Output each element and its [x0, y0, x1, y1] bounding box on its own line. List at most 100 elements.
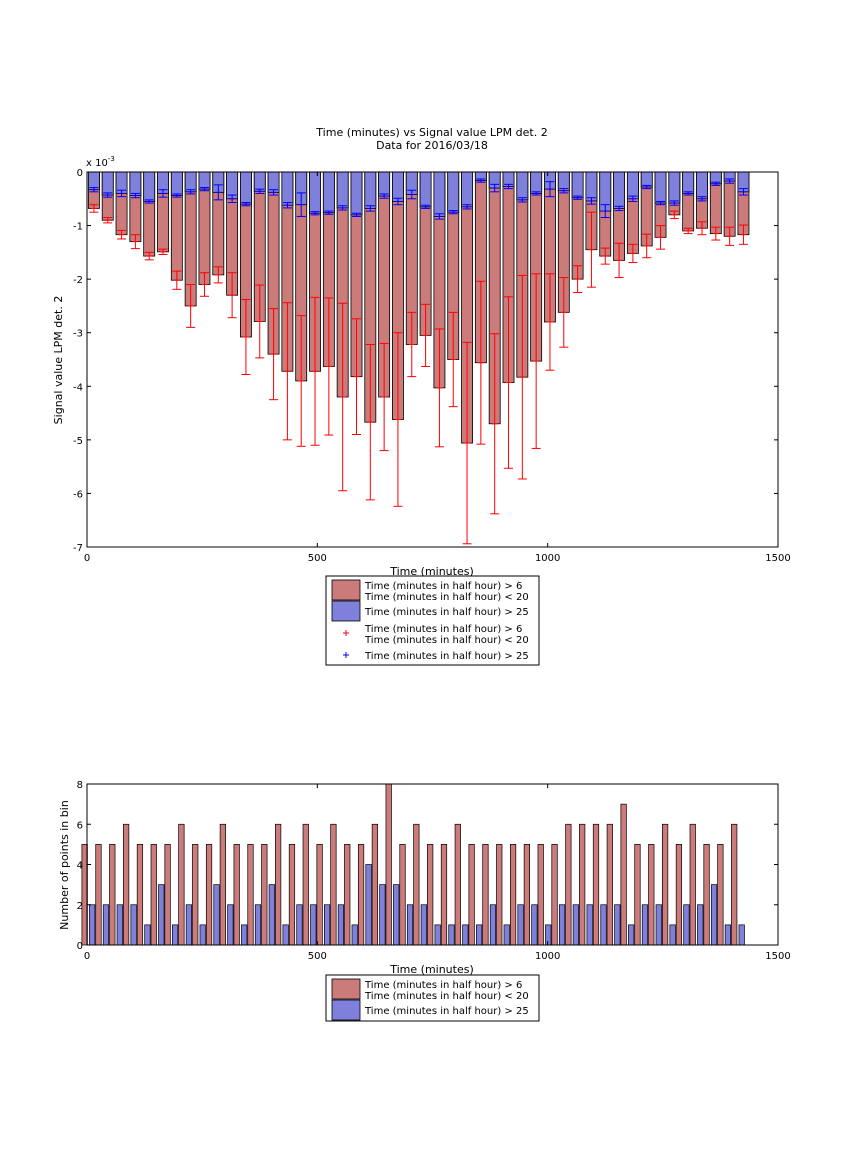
- count-blue-bar-21: [379, 884, 386, 946]
- count-red-bar-3: [123, 823, 130, 946]
- red-errorbar-41: [656, 225, 666, 250]
- blue-errorbar-25: [434, 213, 444, 220]
- count-red-bar-19: [344, 844, 351, 946]
- count-blue-bar-19: [351, 924, 358, 946]
- legend-label-0-line1: Time (minutes in half hour) > 6: [364, 581, 522, 592]
- y-tick-label--6: -6: [73, 489, 83, 500]
- count-blue-bar-10: [227, 904, 234, 946]
- blue-errorbar-24: [421, 204, 431, 209]
- count-red-bar-47: [731, 823, 738, 946]
- signal-bars: [87, 171, 750, 444]
- count-blue-bar-37: [600, 904, 607, 946]
- chart-title: Time (minutes) vs Signal value LPM det. …: [315, 126, 547, 139]
- count-blue-bar-39: [628, 924, 635, 946]
- signal-legend: Time (minutes in half hour) > 6 Time (min…: [325, 575, 540, 666]
- count-red-bar-36: [579, 823, 586, 946]
- y-tick-label--5: -5: [73, 436, 83, 447]
- count-red-bar-32: [523, 844, 531, 946]
- red-errorbar-4: [144, 251, 154, 261]
- signal-x-axis-label: Time (minutes): [389, 565, 474, 578]
- count-y-tick-label-6: 6: [77, 820, 83, 831]
- count-blue-bar-18: [337, 904, 345, 946]
- legend-swatch-0: [331, 579, 361, 601]
- count-red-bar-11: [233, 844, 240, 946]
- count-blue-bar-45: [710, 884, 718, 946]
- signal-y-axis-label: Signal value LPM det. 2: [52, 296, 65, 425]
- count-red-bar-34: [551, 844, 558, 946]
- count-x-tick-label-1500: 1500: [765, 951, 790, 962]
- count-bars: [81, 783, 745, 946]
- count-y-tick-label-4: 4: [77, 861, 83, 872]
- signal-errorbars: [89, 178, 748, 545]
- red-errorbar-27: [462, 341, 472, 545]
- red-errorbar-9: [213, 266, 223, 284]
- count-blue-bar-29: [489, 904, 497, 946]
- blue-errorbar-41: [656, 200, 666, 206]
- y-tick-label--1: -1: [73, 222, 83, 233]
- chart-subtitle: Data for 2016/03/18: [376, 139, 488, 152]
- red-errorbar-23: [407, 311, 417, 378]
- red-errorbar-24: [421, 303, 431, 367]
- red-errorbar-45: [711, 226, 721, 241]
- red-errorbar-19: [351, 318, 361, 435]
- blue-bar-39: [626, 171, 639, 200]
- blue-errorbar-42: [669, 200, 679, 206]
- count-blue-bar-1: [102, 904, 110, 946]
- count-blue-bar-28: [476, 924, 483, 946]
- count-blue-bar-5: [158, 884, 165, 946]
- count-red-bar-30: [496, 844, 503, 946]
- legend-label-3: Time (minutes in half hour) > 25: [364, 651, 529, 662]
- x-tick-label-0: 0: [84, 553, 90, 564]
- count-blue-bar-11: [241, 924, 248, 946]
- x-tick-label-1000: 1000: [535, 553, 560, 564]
- count-red-bar-7: [178, 823, 185, 946]
- blue-errorbar-6: [172, 193, 182, 198]
- y-tick-label-0: 0: [77, 168, 83, 179]
- blue-errorbar-32: [531, 191, 541, 196]
- blue-errorbar-40: [642, 184, 652, 190]
- blue-bar-42: [668, 171, 681, 204]
- blue-errorbar-16: [310, 211, 320, 216]
- count-red-bar-27: [454, 823, 461, 946]
- blue-bar-19: [350, 171, 363, 216]
- count-red-bar-33: [537, 844, 544, 946]
- blue-bar-22: [392, 171, 404, 202]
- blue-errorbar-0: [89, 187, 99, 193]
- red-errorbar-8: [199, 272, 209, 297]
- blue-errorbar-5: [158, 189, 168, 198]
- count-x-axis-label: Time (minutes): [389, 963, 474, 976]
- blue-errorbar-29: [490, 183, 500, 193]
- count-red-bar-43: [675, 844, 683, 946]
- count-red-bar-40: [634, 844, 641, 946]
- count-red-bar-41: [648, 844, 655, 946]
- blue-bar-25: [433, 171, 446, 217]
- blue-bar-0: [87, 171, 100, 191]
- red-errorbar-37: [600, 247, 610, 265]
- red-errorbar-26: [448, 311, 458, 408]
- count-red-bar-10: [219, 823, 226, 946]
- blue-errorbar-35: [573, 195, 583, 200]
- blue-bar-44: [696, 171, 708, 200]
- count-red-bar-28: [468, 844, 475, 946]
- red-errorbar-40: [642, 233, 652, 259]
- count-blue-bar-40: [641, 904, 649, 946]
- count-red-bar-8: [192, 844, 199, 946]
- count-legend-swatch-0: [331, 978, 361, 1000]
- red-errorbar-22: [393, 332, 403, 507]
- count-x-tick-label-1000: 1000: [535, 951, 560, 962]
- count-blue-bar-6: [171, 924, 179, 946]
- legend-label-2-line1: Time (minutes in half hour) > 6: [364, 624, 522, 635]
- blue-bar-32: [530, 171, 543, 194]
- red-errorbar-42: [669, 210, 679, 220]
- red-errorbar-6: [172, 270, 182, 290]
- count-red-bar-12: [247, 844, 254, 946]
- blue-bar-7: [184, 171, 197, 193]
- y-scale-base: x 10: [86, 158, 108, 169]
- blue-bar-14: [281, 171, 294, 206]
- count-blue-bar-36: [586, 904, 593, 946]
- blue-errorbar-13: [269, 189, 279, 196]
- blue-bar-26: [447, 171, 460, 213]
- count-red-bar-20: [357, 844, 365, 946]
- count-legend-label-0-line2: Time (minutes in half hour) < 20: [364, 991, 529, 1002]
- count-red-bar-9: [205, 844, 213, 946]
